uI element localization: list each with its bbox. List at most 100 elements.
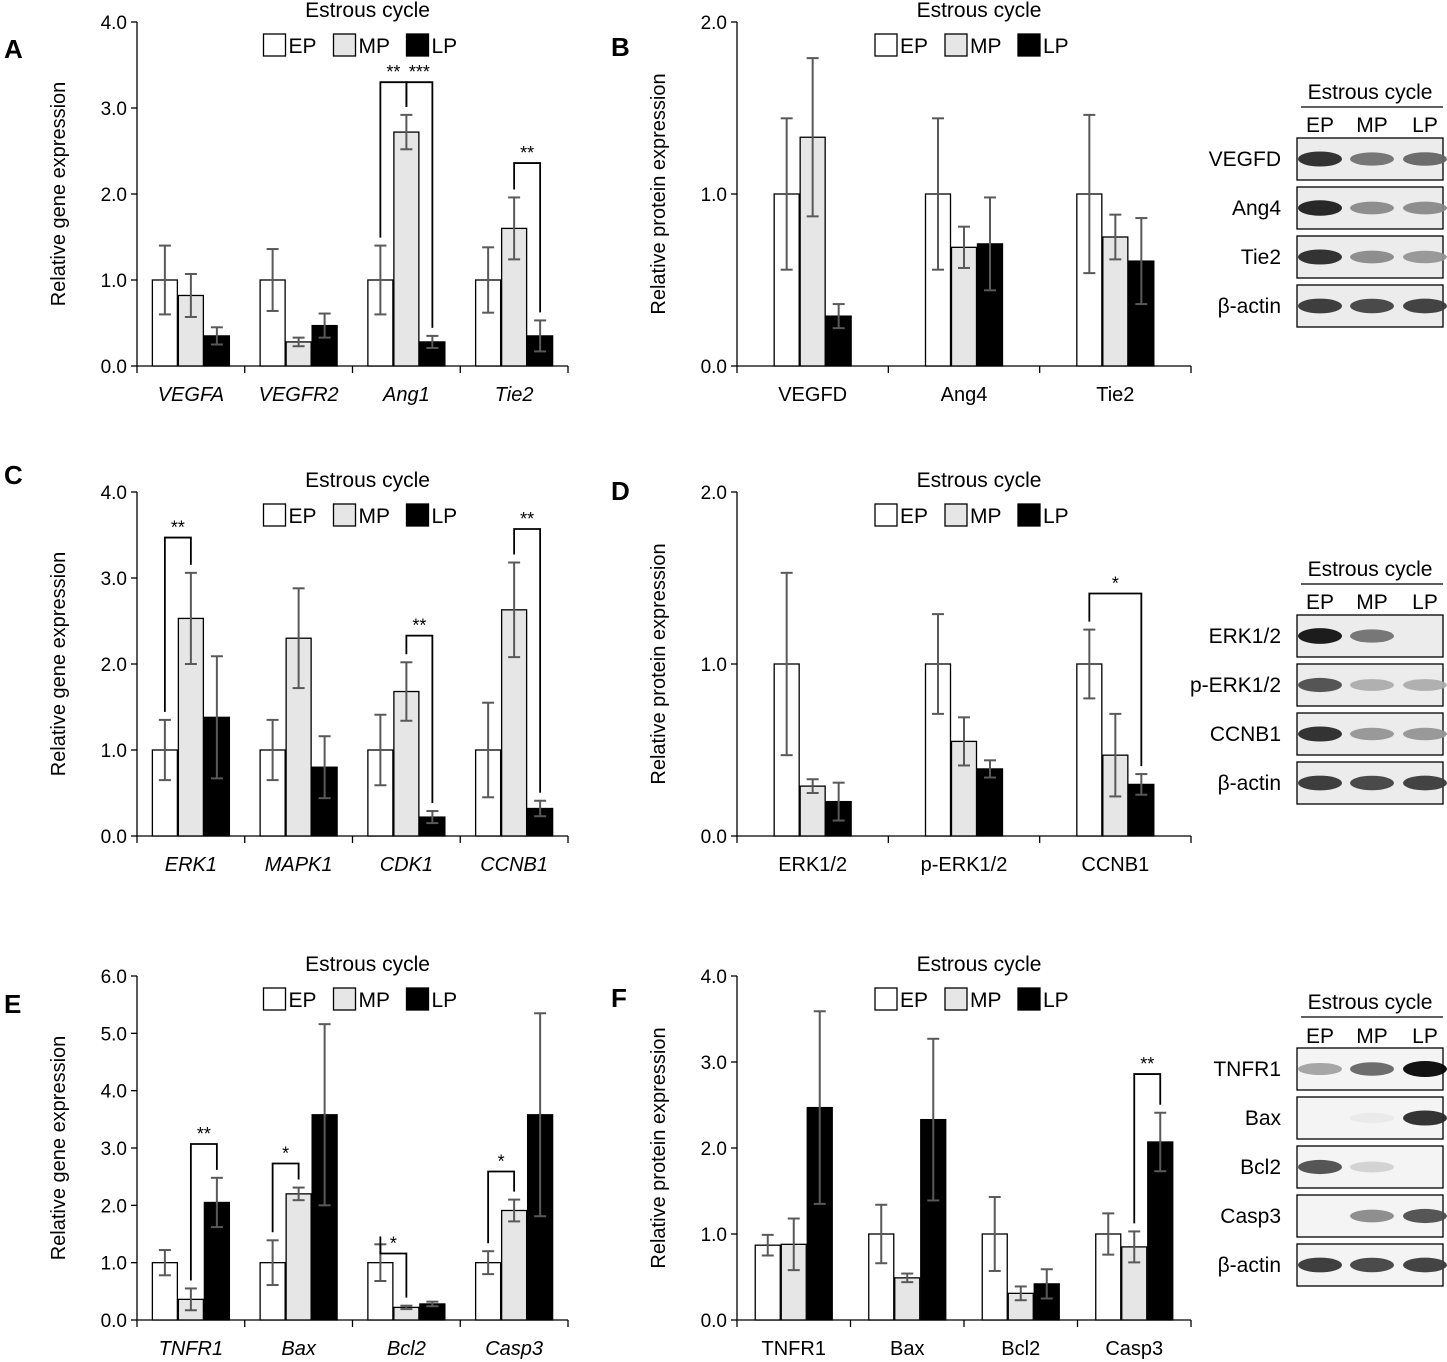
x-tick-label: VEGFA (158, 384, 224, 406)
legend: EP MP LP (262, 33, 458, 58)
x-tick-label: CCNB1 (1081, 854, 1149, 876)
panel-letter: D (611, 476, 630, 506)
y-tick-label: 0.0 (101, 1311, 127, 1332)
blot-row-label: Ang4 (1232, 197, 1281, 220)
blot-band (1350, 727, 1394, 741)
blot-lane-label: MP (1356, 591, 1388, 614)
bar-MP (285, 1193, 312, 1321)
legend-swatch-LP (1017, 503, 1041, 527)
x-tick-label: TNFR1 (762, 1338, 826, 1360)
x-tick-label: TNFR1 (159, 1338, 223, 1360)
significance-bracket (405, 81, 434, 328)
blot-band (1298, 775, 1342, 791)
y-tick-label: 1.0 (101, 1254, 127, 1275)
blot-row-label: Casp3 (1220, 1205, 1281, 1228)
bar-MP (500, 1209, 528, 1321)
blot-header: Estrous cycle (1308, 558, 1433, 581)
significance-label: ** (386, 62, 400, 82)
legend-swatch-MP (332, 987, 357, 1011)
blot-band (1298, 200, 1342, 216)
y-tick-label: 3.0 (101, 1139, 127, 1160)
y-tick-label: 4.0 (701, 967, 727, 988)
blot-band (1403, 727, 1447, 741)
panel-letter: F (611, 983, 627, 1013)
chart-title: Estrous cycle (917, 0, 1042, 22)
legend-label-EP: EP (900, 505, 928, 528)
legend-swatch-LP (1017, 987, 1041, 1011)
x-tick-label: CCNB1 (480, 854, 548, 876)
blot-lane-label: LP (1412, 1025, 1438, 1048)
y-tick-label: 2.0 (101, 655, 127, 676)
significance-label: ** (520, 143, 534, 163)
legend-label-EP: EP (289, 505, 317, 528)
y-tick-label: 1.0 (101, 271, 127, 292)
significance-label: *** (409, 62, 430, 82)
legend-swatch-LP (405, 987, 430, 1011)
blot-row-label: Bcl2 (1240, 1156, 1281, 1179)
significance-bracket (405, 634, 434, 804)
legend-label-LP: LP (1043, 505, 1069, 528)
blot-D: Estrous cycle EP MP LP ERK1/2 p-ERK1/2 CCNB1 β-… (1190, 558, 1447, 805)
legend-label-MP: MP (970, 35, 1002, 58)
bar-MP (894, 1277, 921, 1321)
legend-swatch-EP (262, 503, 287, 527)
x-tick-label: Bcl2 (387, 1338, 426, 1360)
significance-label: ** (412, 616, 426, 636)
blot-band (1350, 1257, 1394, 1273)
bar-LP (526, 807, 554, 837)
significance-label: * (390, 1233, 397, 1253)
blot-lane-label: EP (1306, 114, 1334, 137)
chart-title: Estrous cycle (917, 953, 1042, 976)
bar-EP (151, 1262, 179, 1321)
blot-band (1298, 249, 1342, 265)
y-tick-label: 0.0 (701, 1311, 727, 1332)
y-tick-label: 5.0 (101, 1024, 127, 1045)
bar-MP (799, 785, 826, 837)
y-tick-label: 0.0 (701, 357, 727, 378)
panel-letter: C (4, 460, 23, 490)
chart-title: Estrous cycle (305, 469, 430, 492)
blot-band (1403, 679, 1447, 691)
legend: EP MP LP (874, 33, 1069, 58)
legend-label-LP: LP (432, 505, 458, 528)
x-tick-label: Casp3 (1105, 1338, 1163, 1360)
y-tick-label: 1.0 (701, 1225, 727, 1246)
x-tick-label: Bcl2 (1001, 1338, 1040, 1360)
significance-bracket (513, 528, 542, 793)
y-axis-label: Relative protein expression (648, 1027, 670, 1268)
legend-label-LP: LP (432, 35, 458, 58)
legend-label-MP: MP (970, 505, 1002, 528)
blot-band (1298, 1159, 1342, 1175)
legend-label-MP: MP (970, 989, 1002, 1012)
legend-swatch-MP (944, 987, 968, 1011)
x-tick-label: VEGFR2 (259, 384, 339, 406)
x-tick-label: Ang1 (382, 384, 430, 406)
x-tick-label: Casp3 (485, 1338, 543, 1360)
y-tick-label: 0.0 (701, 827, 727, 848)
blot-band (1403, 201, 1447, 215)
legend-label-MP: MP (359, 505, 391, 528)
y-tick-label: 4.0 (101, 1082, 127, 1103)
y-tick-label: 1.0 (701, 185, 727, 206)
significance-label: * (282, 1143, 289, 1163)
legend: EP MP LP (262, 503, 458, 528)
blot-band (1298, 1257, 1342, 1273)
blot-lane-label: MP (1356, 1025, 1388, 1048)
blot-band (1350, 152, 1394, 166)
y-tick-label: 0.0 (101, 357, 127, 378)
legend-swatch-MP (332, 503, 357, 527)
blot-header: Estrous cycle (1308, 991, 1433, 1014)
legend-label-EP: EP (900, 35, 928, 58)
legend-swatch-EP (874, 503, 898, 527)
y-axis-label: Relative gene expression (48, 82, 70, 307)
chart-title: Estrous cycle (305, 953, 430, 976)
y-tick-label: 4.0 (101, 483, 127, 504)
bar-EP (754, 1244, 781, 1321)
blot-band (1403, 152, 1447, 166)
y-tick-label: 2.0 (101, 185, 127, 206)
significance-bracket (1088, 592, 1143, 767)
blot-band (1350, 1112, 1394, 1124)
blot-band (1350, 298, 1394, 314)
x-tick-label: Bax (890, 1338, 924, 1360)
